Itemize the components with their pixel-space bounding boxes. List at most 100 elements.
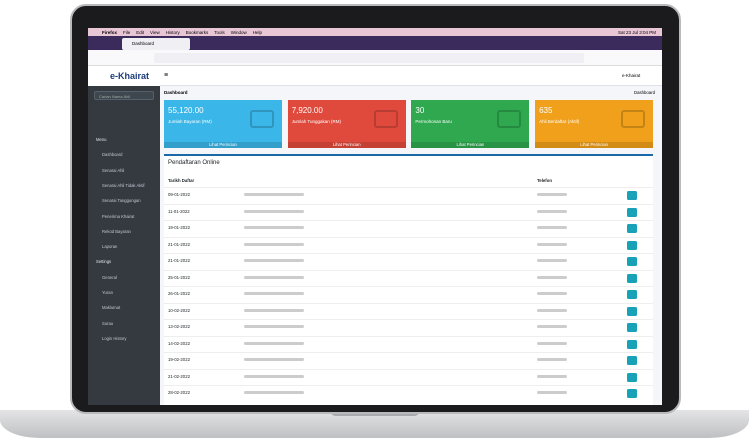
sidebar-item[interactable]: Senarai Tanggungan [102, 198, 141, 204]
sidebar-item[interactable]: Penerima Khairat [102, 213, 135, 219]
name-cell-blurred [244, 209, 304, 213]
view-button[interactable] [627, 339, 637, 349]
url-bar [88, 50, 662, 66]
date-cell: 19-02-2022 [168, 357, 190, 362]
date-cell: 26-01-2022 [168, 291, 190, 296]
name-cell-blurred [244, 259, 304, 262]
sidebar-item[interactable]: Dashboard [102, 152, 123, 158]
date-cell: 21-01-2022 [168, 241, 190, 247]
menu-item[interactable]: History [165, 29, 180, 35]
view-button[interactable] [627, 389, 637, 398]
view-button[interactable] [627, 323, 637, 332]
sidebar-item[interactable]: Senarai Ahli Tidak Aktif [102, 182, 145, 188]
menu-item[interactable]: Tools [214, 29, 225, 35]
phone-cell-blurred [537, 259, 567, 262]
stat-card: 30 Permohonan Baru Lihat Perincian [411, 100, 530, 148]
phone-cell-blurred [537, 341, 567, 345]
name-cell-blurred [244, 374, 304, 378]
browser-tab[interactable]: Dashboard [122, 38, 190, 50]
menu-item[interactable]: Edit [136, 29, 145, 35]
date-cell: 14-02-2022 [168, 340, 190, 346]
sidebar-item[interactable]: Senarai Ahli [102, 167, 125, 173]
stat-card: 7,920.00 Jumlah Tunggakan (RM) Lihat Perin… [287, 100, 406, 148]
date-cell: 11-01-2022 [168, 208, 190, 214]
card-label: Jumlah Tunggakan (RM) [291, 119, 341, 124]
sidebar-item[interactable]: Maklumat [102, 305, 121, 311]
sidebar-heading[interactable]: Menu [96, 137, 107, 142]
view-button[interactable] [627, 257, 637, 266]
table-row: 19-02-2022 [164, 352, 653, 368]
table-row: 21-02-2022 [164, 368, 653, 385]
table-row: 21-01-2022 [164, 236, 653, 253]
sidebar-item[interactable]: Login History [102, 335, 127, 341]
table-row: 25-01-2022 [164, 269, 653, 286]
phone-cell-blurred [537, 275, 567, 279]
card-link[interactable]: Lihat Perincian [287, 142, 406, 148]
table-row: 19-01-2022 [164, 220, 653, 236]
stat-card: 635 Ahli Berdaftar (Aktif) Lihat Perincian [535, 100, 654, 148]
phone-cell-blurred [537, 308, 567, 312]
menu-item[interactable]: Bookmarks [185, 29, 209, 35]
name-cell-blurred [244, 275, 304, 279]
date-cell: 13-02-2022 [168, 324, 190, 329]
menu-item[interactable]: Help [252, 29, 263, 35]
url-field[interactable] [154, 53, 584, 63]
sidebar-heading[interactable]: Settings [96, 259, 112, 265]
view-button[interactable] [627, 356, 637, 365]
menu-item[interactable]: Window [230, 29, 247, 35]
name-cell-blurred [244, 341, 304, 345]
view-button[interactable] [627, 290, 637, 299]
card-link[interactable]: Lihat Perincian [411, 142, 530, 148]
logo[interactable]: e-Khairat [88, 66, 160, 86]
view-button[interactable] [627, 191, 637, 200]
date-cell: 28-02-2022 [168, 390, 190, 395]
hamburger[interactable]: ≡ [164, 72, 169, 79]
phone-cell-blurred [537, 325, 567, 328]
user-name[interactable]: e-Khairat [622, 73, 641, 78]
card-value: 55,120.00 [168, 106, 204, 115]
view-button[interactable] [627, 207, 637, 217]
card-label: Jumlah Bayaran (RM) [168, 119, 212, 124]
sidebar-item[interactable]: Yuran [102, 290, 113, 295]
name-cell-blurred [244, 242, 304, 246]
phone-cell-blurred [537, 193, 567, 196]
menu-item[interactable]: File [123, 29, 131, 35]
breadcrumb[interactable]: Dashboard [634, 90, 656, 95]
search-input[interactable]: Carian Nama Ahli [94, 91, 154, 100]
table-row: 14-02-2022 [164, 335, 653, 352]
view-button[interactable] [627, 306, 637, 316]
card-icon [373, 110, 398, 128]
table-row: 09-01-2022 [164, 187, 653, 203]
name-cell-blurred [244, 292, 304, 295]
menu-bar: Firefox File Edit View History Bookmarks Tool… [88, 28, 662, 36]
view-button[interactable] [627, 240, 637, 250]
name-cell-blurred [244, 391, 304, 394]
name-cell-blurred [244, 358, 304, 361]
card-link[interactable]: Lihat Perincian [164, 142, 282, 148]
app-menu[interactable]: Firefox [102, 29, 118, 35]
page-title: Dashboard [164, 90, 188, 95]
column-header: Tarikh Daftar [168, 178, 195, 183]
sidebar-item[interactable]: Surau [102, 320, 114, 326]
phone-cell-blurred [537, 374, 567, 378]
name-cell-blurred [244, 325, 304, 328]
table-title: Pendaftaran Online [168, 160, 220, 166]
name-cell-blurred [244, 226, 304, 229]
view-button[interactable] [627, 273, 637, 283]
view-button[interactable] [627, 224, 637, 233]
phone-cell-blurred [537, 358, 567, 361]
sidebar: e-Khairat Carian Nama Ahli Menu Dashboard… [88, 66, 160, 405]
sidebar-item[interactable]: Laporan [102, 244, 118, 250]
screen: Firefox File Edit View History Bookmarks Tool… [88, 28, 662, 405]
date-cell: 21-01-2022 [168, 258, 190, 263]
view-button[interactable] [627, 372, 637, 382]
phone-cell-blurred [537, 391, 567, 394]
card-icon [621, 110, 646, 128]
card-icon [250, 110, 274, 128]
date-cell: 10-02-2022 [168, 307, 190, 313]
menu-item[interactable]: View [150, 29, 160, 35]
table-row: 26-01-2022 [164, 286, 653, 302]
sidebar-item[interactable]: Rekod Bayaran [102, 228, 131, 234]
sidebar-item[interactable]: General [102, 274, 117, 280]
card-link[interactable]: Lihat Perincian [535, 142, 654, 148]
